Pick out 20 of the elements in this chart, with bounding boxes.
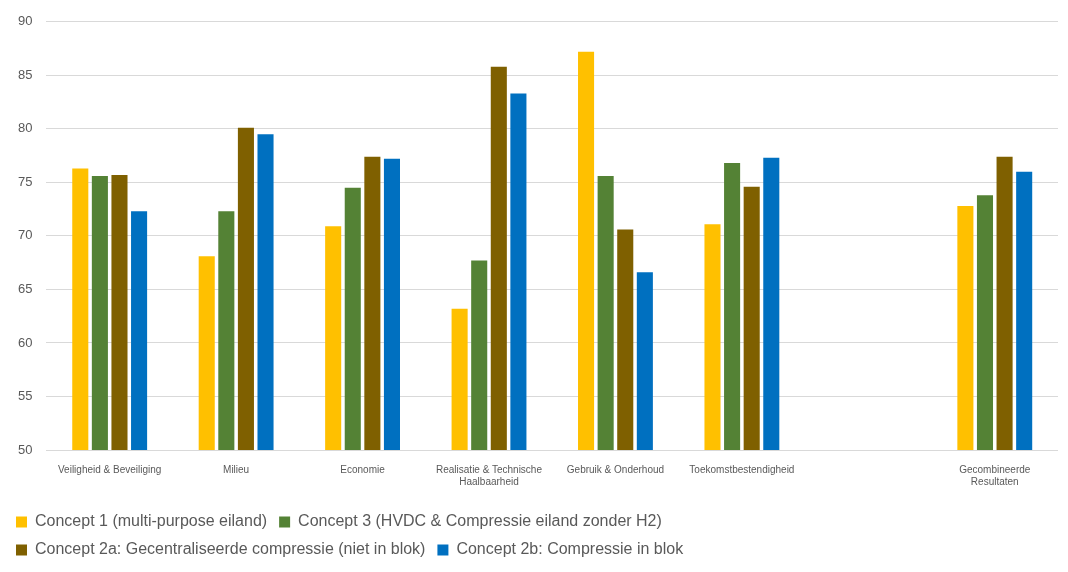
legend-label: Concept 1 (multi-purpose eiland) <box>35 512 268 530</box>
x-tick-label: Realisatie & Technische Haalbaarheid <box>436 463 543 487</box>
x-tick-label: Gecombineerde Resultaten <box>959 463 1031 487</box>
legend-label: Concept 2b: Compressie in blok <box>456 540 685 558</box>
y-tick-label: 65 <box>17 281 33 296</box>
y-tick-label: 50 <box>17 441 33 457</box>
y-tick-label: 90 <box>17 13 33 29</box>
y-tick-label: 80 <box>17 120 33 136</box>
y-tick-label: 85 <box>17 66 33 82</box>
legend-label: Concept 2a: Gecentraliseerde compressie (niet in blok) <box>35 540 426 558</box>
y-tick-label: 75 <box>17 173 33 189</box>
legend-label: Concept 3 (HVDC & Compressie eiland zonder H2) <box>298 512 662 530</box>
x-tick-label: Toekomstbestendigheid <box>689 463 795 475</box>
y-tick-label: 55 <box>17 388 33 404</box>
y-tick-label: 60 <box>17 334 33 350</box>
x-tick-label: Gebruik & Onderhoud <box>566 463 665 475</box>
y-tick-label: 70 <box>17 227 33 243</box>
x-tick-label: Economie <box>340 463 386 475</box>
x-tick-label: Milieu <box>223 463 250 475</box>
x-tick-label: Veiligheid & Beveiliging <box>57 463 162 475</box>
